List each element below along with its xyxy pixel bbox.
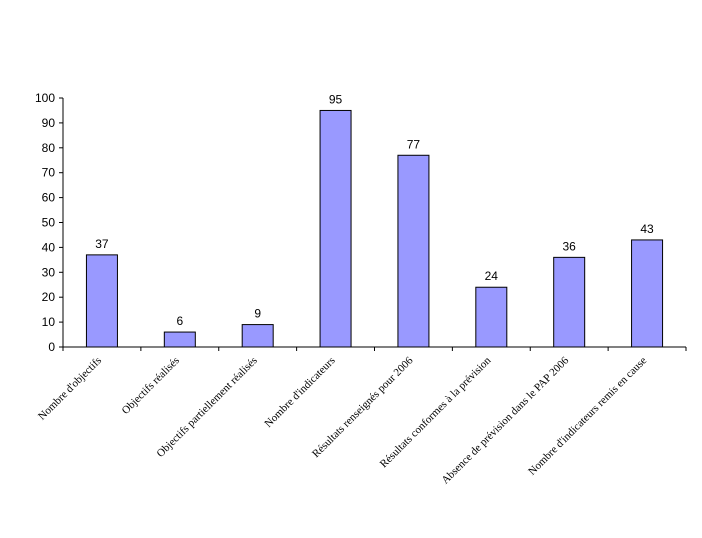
bar xyxy=(241,324,274,348)
data-label: 95 xyxy=(329,92,343,106)
bar xyxy=(631,239,664,348)
bar xyxy=(475,286,508,348)
y-tick-label: 20 xyxy=(42,290,56,304)
bar xyxy=(319,109,352,348)
y-tick-label: 80 xyxy=(42,141,56,155)
x-tick-label: Nombre d'objectifs xyxy=(36,355,104,423)
data-label: 24 xyxy=(485,269,499,283)
y-tick-label: 60 xyxy=(42,191,56,205)
y-tick-label: 50 xyxy=(42,216,56,230)
y-tick-label: 0 xyxy=(48,340,55,354)
bar xyxy=(553,256,586,348)
x-tick-label: Nombre d'indicateurs xyxy=(262,355,337,430)
y-tick-label: 70 xyxy=(42,166,56,180)
bar xyxy=(163,331,196,348)
y-tick-label: 90 xyxy=(42,116,56,130)
y-tick-label: 100 xyxy=(35,91,55,105)
data-label: 43 xyxy=(640,222,654,236)
data-label: 9 xyxy=(254,307,261,321)
bar xyxy=(85,254,118,348)
data-label: 36 xyxy=(563,239,577,253)
bar xyxy=(397,154,430,348)
x-tick-label: Objectifs réalisés xyxy=(120,355,182,417)
y-tick-label: 30 xyxy=(42,265,56,279)
x-tick-label: Absence de prévision dans le PAP 2006 xyxy=(439,354,571,486)
y-tick-label: 40 xyxy=(42,240,56,254)
y-tick-label: 10 xyxy=(42,315,56,329)
data-label: 6 xyxy=(176,314,183,328)
data-label: 77 xyxy=(407,137,421,151)
data-label: 37 xyxy=(95,237,109,251)
